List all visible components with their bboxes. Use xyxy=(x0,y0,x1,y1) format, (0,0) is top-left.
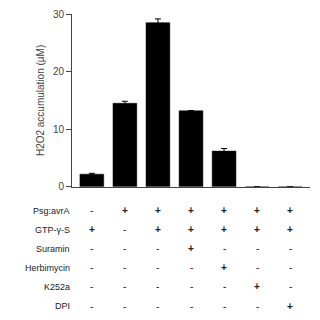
svg-text:+: + xyxy=(221,205,227,216)
svg-text:Psg:avrA: Psg:avrA xyxy=(33,206,70,216)
svg-text:0: 0 xyxy=(58,181,64,192)
svg-text:-: - xyxy=(289,243,292,254)
svg-text:-: - xyxy=(90,281,93,292)
svg-text:-: - xyxy=(123,281,126,292)
svg-text:-: - xyxy=(256,301,259,312)
svg-text:+: + xyxy=(188,205,194,216)
svg-text:-: - xyxy=(123,224,126,235)
svg-text:+: + xyxy=(188,243,194,254)
svg-text:-: - xyxy=(156,301,159,312)
svg-text:30: 30 xyxy=(53,9,65,20)
svg-text:-: - xyxy=(90,301,93,312)
svg-text:+: + xyxy=(89,224,95,235)
svg-text:-: - xyxy=(256,262,259,273)
svg-text:Suramin: Suramin xyxy=(36,244,70,254)
svg-text:+: + xyxy=(221,224,227,235)
svg-text:GTP-γ-S: GTP-γ-S xyxy=(35,225,70,235)
svg-text:+: + xyxy=(155,224,161,235)
svg-text:-: - xyxy=(123,301,126,312)
svg-text:+: + xyxy=(254,281,260,292)
svg-text:-: - xyxy=(190,301,193,312)
svg-text:+: + xyxy=(287,301,293,312)
svg-text:-: - xyxy=(156,243,159,254)
svg-text:K252a: K252a xyxy=(44,282,70,292)
svg-text:-: - xyxy=(90,243,93,254)
svg-text:+: + xyxy=(254,224,260,235)
svg-text:-: - xyxy=(90,262,93,273)
svg-text:-: - xyxy=(256,243,259,254)
svg-text:-: - xyxy=(123,262,126,273)
svg-text:H2O2 accumulation (μM): H2O2 accumulation (μM) xyxy=(35,45,46,156)
svg-text:-: - xyxy=(223,301,226,312)
svg-text:-: - xyxy=(90,205,93,216)
svg-text:-: - xyxy=(289,262,292,273)
svg-text:20: 20 xyxy=(53,66,65,77)
svg-text:+: + xyxy=(122,205,128,216)
svg-text:-: - xyxy=(190,262,193,273)
svg-text:10: 10 xyxy=(53,124,65,135)
svg-text:-: - xyxy=(156,262,159,273)
svg-text:-: - xyxy=(123,243,126,254)
svg-text:-: - xyxy=(223,243,226,254)
svg-text:-: - xyxy=(190,281,193,292)
svg-text:DPI: DPI xyxy=(55,301,70,311)
svg-text:-: - xyxy=(223,281,226,292)
svg-text:Herbimycin: Herbimycin xyxy=(25,263,70,273)
svg-text:+: + xyxy=(155,205,161,216)
svg-text:-: - xyxy=(156,281,159,292)
svg-text:+: + xyxy=(221,262,227,273)
svg-text:-: - xyxy=(289,281,292,292)
svg-text:+: + xyxy=(287,205,293,216)
svg-text:+: + xyxy=(287,224,293,235)
svg-text:+: + xyxy=(254,205,260,216)
svg-text:+: + xyxy=(188,224,194,235)
